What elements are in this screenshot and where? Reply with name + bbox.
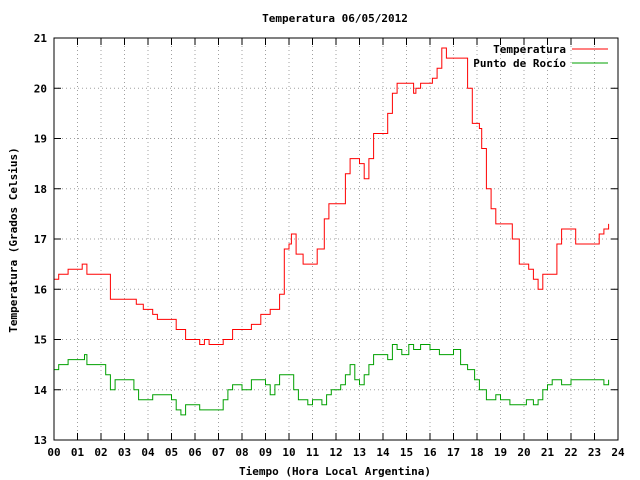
x-tick-label: 16: [423, 446, 437, 459]
x-tick-label: 01: [71, 446, 85, 459]
legend-label-1: Temperatura: [493, 43, 566, 56]
x-tick-label: 23: [588, 446, 601, 459]
y-tick-label: 15: [34, 334, 47, 347]
legend-label-2: Punto de Rocío: [473, 57, 566, 70]
y-tick-label: 19: [34, 133, 47, 146]
y-tick-label: 18: [34, 183, 47, 196]
x-tick-label: 09: [259, 446, 272, 459]
plot-frame: [53, 37, 619, 441]
x-tick-label: 19: [494, 446, 507, 459]
x-tick-label: 04: [141, 446, 155, 459]
x-tick-label: 20: [517, 446, 530, 459]
series-line-1: [54, 47, 610, 345]
y-tick-label: 20: [34, 82, 47, 95]
x-tick-label: 22: [564, 446, 577, 459]
x-tick-label: 12: [329, 446, 342, 459]
x-tick-label: 05: [165, 446, 178, 459]
axes: 13 14 15 16 17 18 19 20 21 00 01 02 03 04 05 06 07 08 09 10…: [34, 32, 625, 459]
y-tick-label: 13: [34, 434, 47, 447]
x-tick-label: 00: [47, 446, 60, 459]
grid-lines: [54, 38, 618, 440]
x-tick-label: 17: [447, 446, 460, 459]
chart-title: Temperatura 06/05/2012: [262, 12, 408, 25]
x-axis-label: Tiempo (Hora Local Argentina): [239, 465, 431, 478]
y-tick-label: 21: [34, 32, 48, 45]
x-tick-label: 18: [470, 446, 483, 459]
x-tick-label: 15: [400, 446, 413, 459]
x-tick-label: 07: [212, 446, 225, 459]
y-tick-label: 17: [34, 233, 47, 246]
x-tick-label: 02: [94, 446, 107, 459]
y-tick-label: 14: [34, 384, 48, 397]
series-line-2: [54, 344, 610, 416]
x-tick-label: 24: [611, 446, 625, 459]
y-tick-label: 16: [34, 283, 48, 296]
x-tick-label: 11: [306, 446, 320, 459]
y-axis-label: Temperatura (Grados Celsius): [7, 147, 20, 332]
x-tick-label: 03: [118, 446, 131, 459]
x-tick-label: 13: [353, 446, 366, 459]
x-tick-label: 06: [188, 446, 202, 459]
series-lines: [54, 47, 610, 416]
x-tick-label: 10: [282, 446, 295, 459]
x-tick-label: 08: [235, 446, 248, 459]
x-tick-label: 14: [376, 446, 390, 459]
x-tick-label: 21: [541, 446, 555, 459]
